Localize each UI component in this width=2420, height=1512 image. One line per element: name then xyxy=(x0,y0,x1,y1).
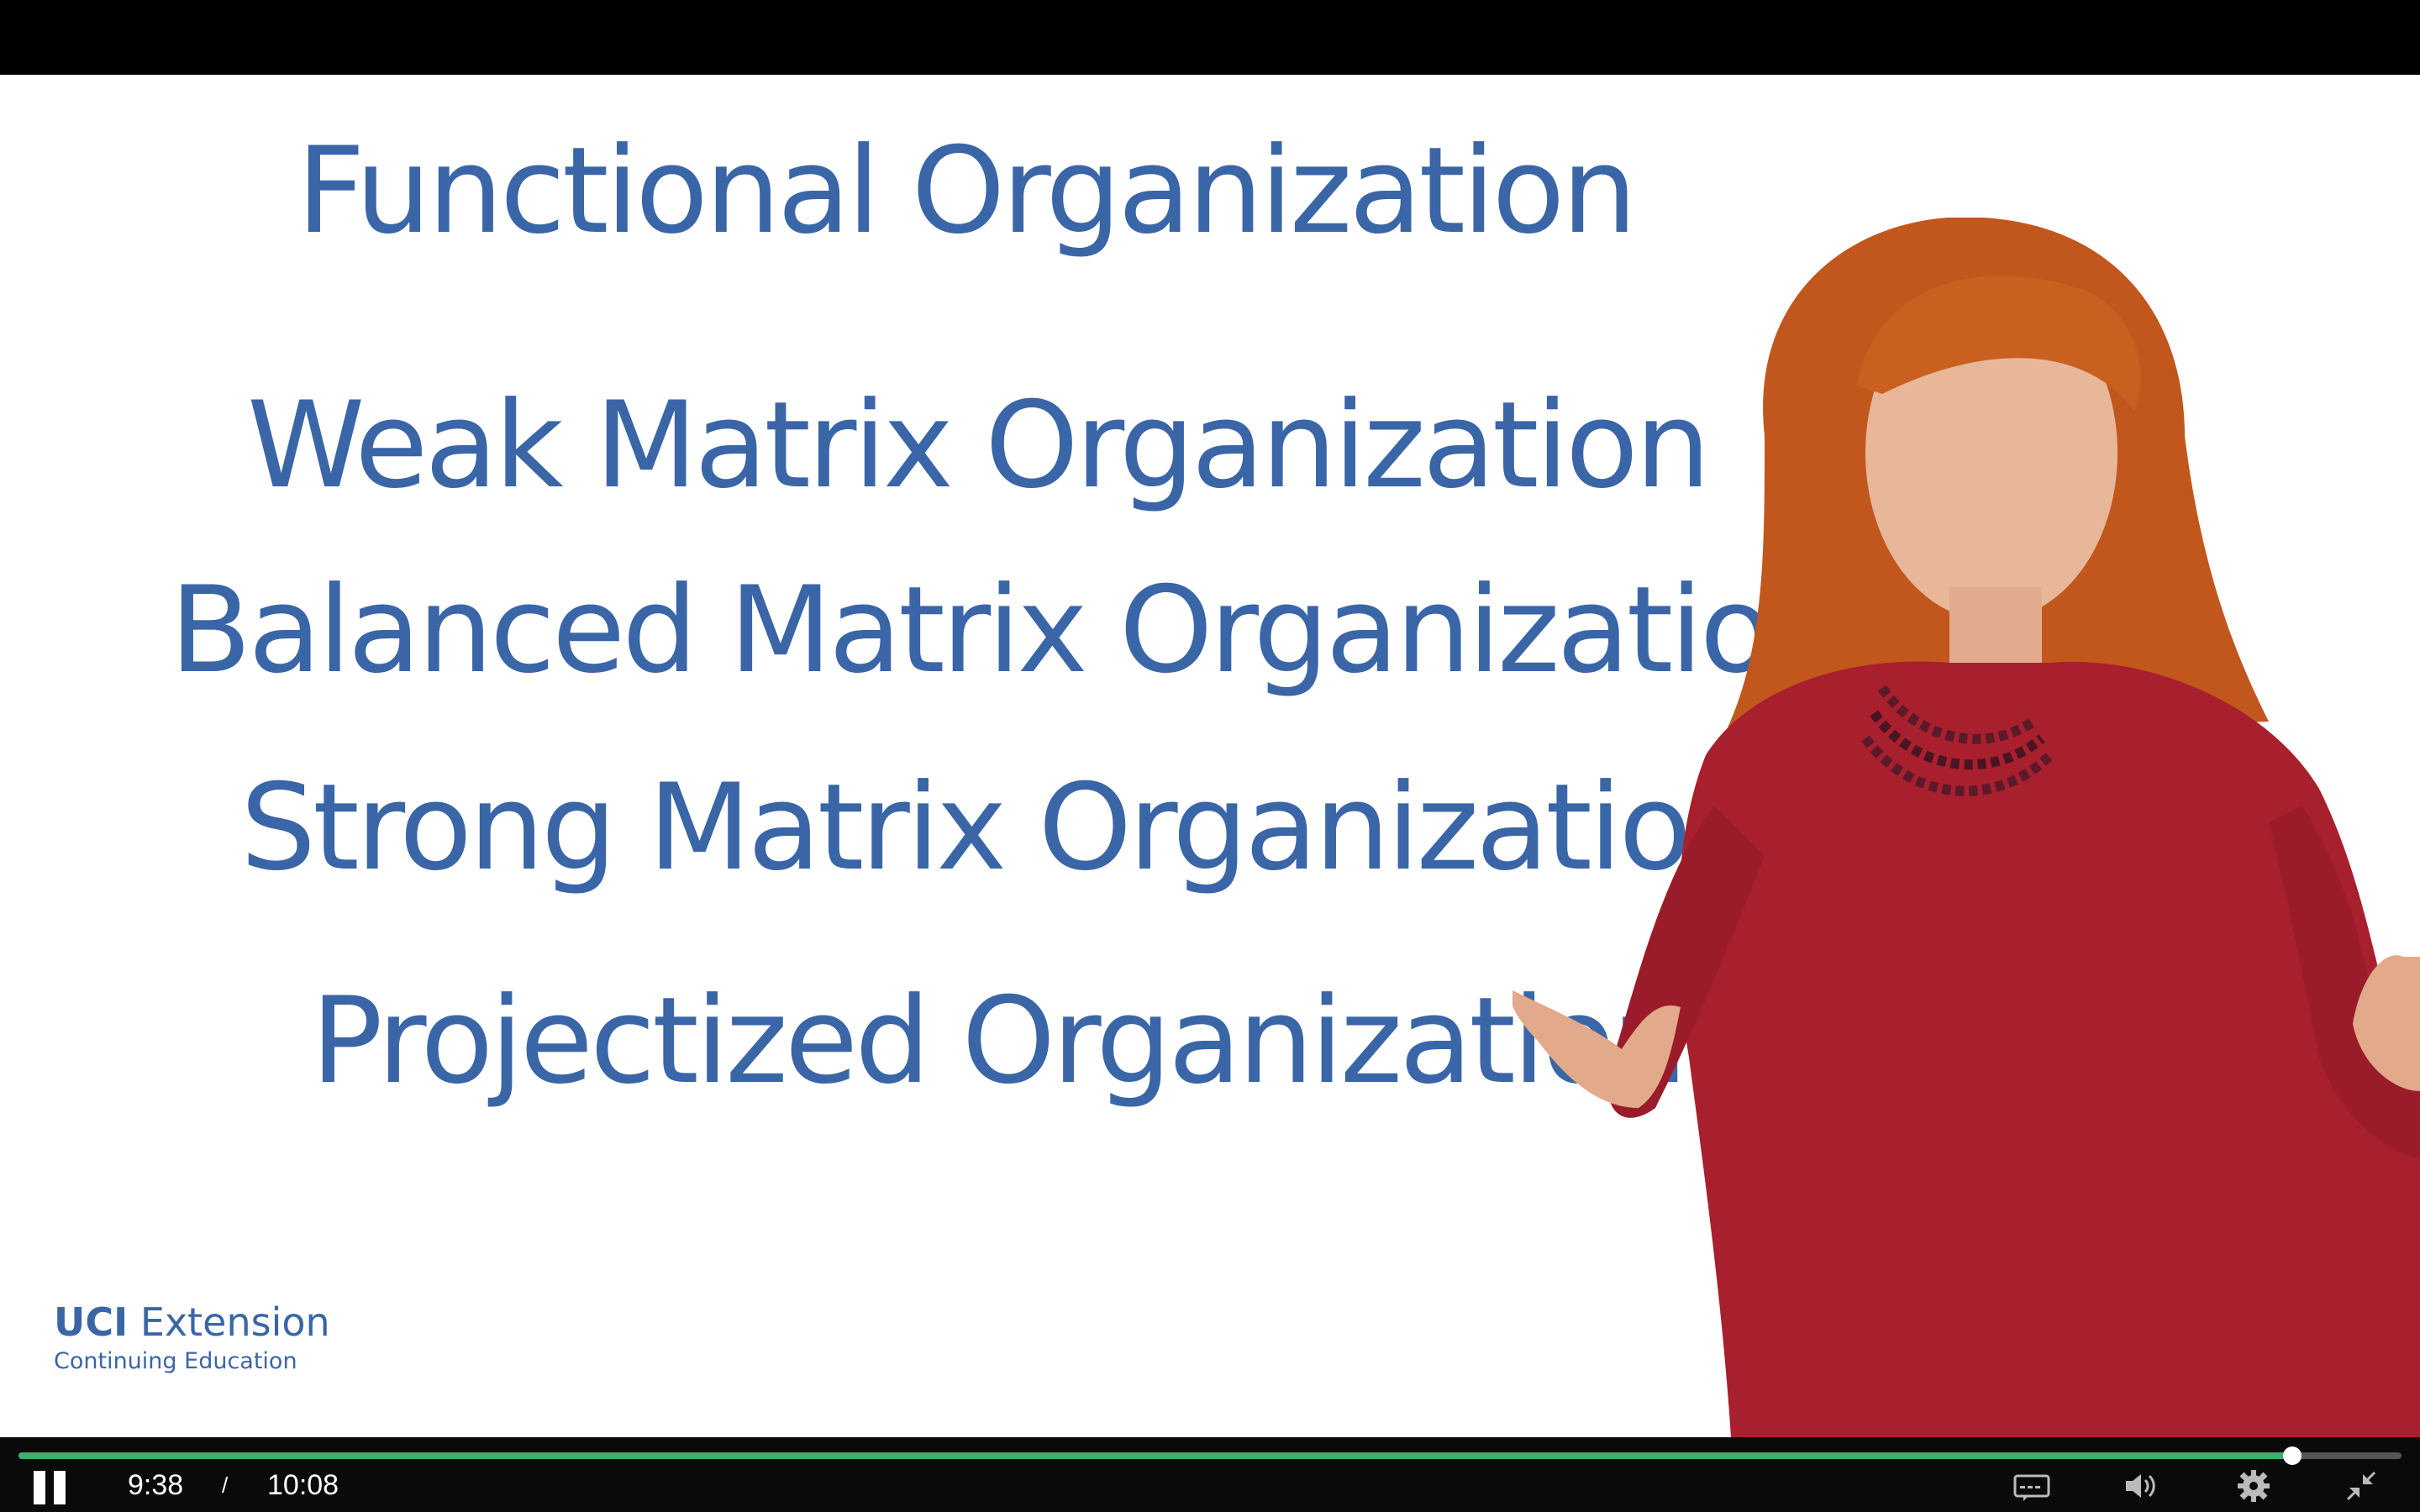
slide-line-strong-matrix: Strong Matrix Organization xyxy=(240,759,1764,897)
gear-icon[interactable] xyxy=(2233,1467,2274,1504)
current-time: 9:38 xyxy=(128,1469,184,1501)
progress-bar[interactable] xyxy=(18,1446,2402,1465)
slide-line-weak-matrix: Weak Matrix Organization xyxy=(247,376,1711,515)
slide-line-functional: Functional Organization xyxy=(297,122,1637,260)
duration: 10:08 xyxy=(267,1469,339,1501)
letterbox-top xyxy=(0,0,2420,75)
logo-subtitle: Continuing Education xyxy=(54,1348,297,1374)
presenter-figure xyxy=(1512,218,2420,1437)
time-separator: / xyxy=(222,1473,229,1498)
slide-line-projectized: Projectized Organization xyxy=(311,972,1687,1110)
player-controls: 9:38 / 10:08 xyxy=(0,1437,2420,1512)
pause-icon[interactable] xyxy=(34,1471,71,1506)
captions-icon[interactable] xyxy=(2012,1467,2052,1504)
logo-name: Extension xyxy=(139,1299,330,1345)
slide-line-balanced-matrix: Balanced Matrix Organization xyxy=(170,561,1845,700)
progress-thumb[interactable] xyxy=(2282,1446,2302,1465)
video-frame[interactable]: Functional Organization Weak Matrix Orga… xyxy=(0,75,2420,1437)
progress-fill xyxy=(18,1452,2292,1459)
logo-brand: UCI xyxy=(54,1299,129,1345)
exit-fullscreen-icon[interactable] xyxy=(2341,1467,2381,1504)
uci-extension-logo: UCI Extension Continuing Education xyxy=(54,1303,330,1374)
volume-icon[interactable] xyxy=(2121,1467,2161,1504)
